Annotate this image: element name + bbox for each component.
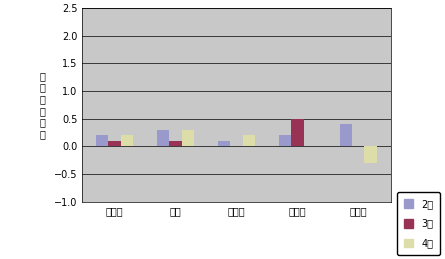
Bar: [109, 141, 121, 146]
Bar: [96, 135, 109, 146]
Y-axis label: 対
前
月
上
昇
率: 対 前 月 上 昇 率: [40, 71, 46, 139]
Bar: [243, 135, 255, 146]
Legend: 2月, 3月, 4月: 2月, 3月, 4月: [397, 192, 440, 255]
Bar: [364, 146, 376, 163]
Bar: [182, 130, 194, 146]
Bar: [157, 130, 170, 146]
Bar: [291, 119, 303, 146]
Bar: [340, 124, 352, 146]
Bar: [218, 141, 231, 146]
Bar: [121, 135, 133, 146]
Bar: [170, 141, 182, 146]
Bar: [279, 135, 291, 146]
